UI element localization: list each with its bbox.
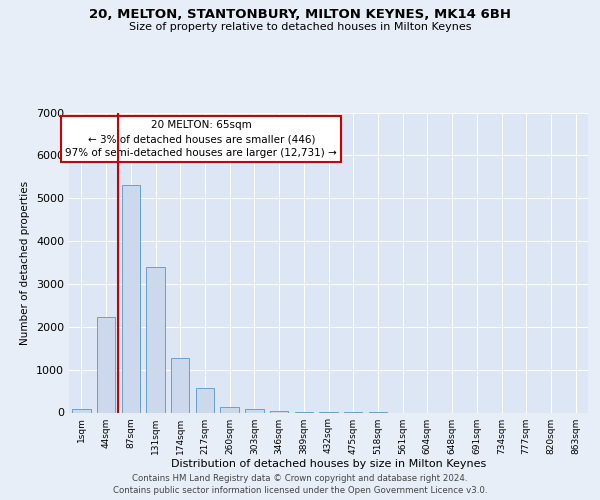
- Text: 20 MELTON: 65sqm
← 3% of detached houses are smaller (446)
97% of semi-detached : 20 MELTON: 65sqm ← 3% of detached houses…: [65, 120, 337, 158]
- Text: Size of property relative to detached houses in Milton Keynes: Size of property relative to detached ho…: [129, 22, 471, 32]
- Text: 20, MELTON, STANTONBURY, MILTON KEYNES, MK14 6BH: 20, MELTON, STANTONBURY, MILTON KEYNES, …: [89, 8, 511, 20]
- Text: Contains HM Land Registry data © Crown copyright and database right 2024.: Contains HM Land Registry data © Crown c…: [132, 474, 468, 483]
- Bar: [270, 411, 289, 412]
- Bar: [146, 267, 165, 412]
- Bar: [245, 408, 263, 412]
- Bar: [220, 406, 239, 412]
- Bar: [72, 408, 91, 412]
- Y-axis label: Number of detached properties: Number of detached properties: [20, 180, 31, 344]
- Text: Contains public sector information licensed under the Open Government Licence v3: Contains public sector information licen…: [113, 486, 487, 495]
- Bar: [171, 358, 190, 412]
- X-axis label: Distribution of detached houses by size in Milton Keynes: Distribution of detached houses by size …: [171, 460, 486, 469]
- Bar: [97, 318, 115, 412]
- Bar: [122, 184, 140, 412]
- Bar: [196, 388, 214, 412]
